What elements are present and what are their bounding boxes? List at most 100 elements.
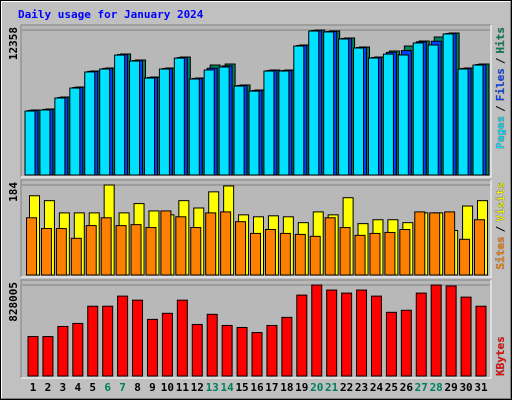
- bar: [323, 31, 335, 176]
- bar: [472, 64, 484, 176]
- bar: [145, 227, 157, 276]
- bar: [100, 217, 112, 276]
- bar: [263, 70, 275, 176]
- bar: [235, 221, 247, 276]
- bar: [278, 70, 290, 176]
- legend-entry: Visits: [494, 182, 507, 222]
- bar: [415, 292, 427, 377]
- chart-title: Daily usage for January 2024: [18, 8, 204, 21]
- bar: [279, 232, 291, 276]
- x-tick-label: 28: [430, 381, 443, 394]
- bar: [115, 225, 127, 276]
- bar: [205, 212, 217, 276]
- bar: [129, 60, 141, 176]
- y-tick-label: 828005: [7, 282, 20, 322]
- bar: [24, 110, 36, 176]
- x-tick-label: 17: [265, 381, 278, 394]
- x-tick-label: 15: [235, 381, 248, 394]
- legend-entry: Sites: [494, 236, 507, 269]
- panel-bevel: [20, 179, 491, 277]
- bar: [311, 284, 323, 377]
- x-tick-label: 24: [370, 381, 384, 394]
- bar: [55, 228, 67, 276]
- bar: [369, 232, 381, 276]
- x-tick-label: 13: [206, 381, 219, 394]
- y-tick-label: 184: [7, 182, 20, 202]
- bar: [85, 225, 97, 276]
- bar: [308, 30, 320, 176]
- bar: [250, 232, 261, 276]
- bar: [248, 90, 260, 176]
- bar: [338, 38, 350, 176]
- legend-separator: /: [494, 57, 507, 64]
- bar: [412, 42, 424, 176]
- bar: [191, 323, 203, 377]
- x-tick-label: 5: [89, 381, 96, 394]
- bar: [130, 224, 142, 276]
- x-tick-label: 1: [30, 381, 37, 394]
- bar: [429, 212, 441, 276]
- legend-entry: Pages: [494, 116, 507, 149]
- bar: [427, 44, 439, 176]
- bar: [27, 336, 39, 377]
- x-tick-label: 30: [459, 381, 472, 394]
- x-tick-label: 8: [134, 381, 141, 394]
- bar: [69, 87, 81, 176]
- bar: [26, 217, 37, 276]
- bar: [218, 66, 230, 176]
- bar: [221, 324, 233, 377]
- bar: [42, 336, 54, 377]
- bar: [102, 305, 114, 377]
- bar: [457, 68, 469, 176]
- bar: [354, 234, 366, 276]
- panel-bevel: [21, 25, 492, 178]
- bar: [339, 227, 351, 276]
- x-tick-label: 22: [340, 381, 353, 394]
- legend-entry: KBytes: [494, 336, 507, 376]
- bar: [54, 97, 66, 176]
- x-tick-label: 19: [295, 381, 308, 394]
- x-tick-label: 25: [385, 381, 398, 394]
- legend: Sites / Visits: [494, 182, 507, 270]
- bar: [382, 53, 394, 176]
- panel-bevel: [20, 279, 491, 378]
- legend-separator: /: [494, 105, 507, 112]
- bar: [251, 332, 263, 377]
- bar: [370, 295, 382, 377]
- legend-entry: Hits: [494, 27, 507, 54]
- bar: [132, 299, 144, 377]
- bar: [160, 210, 172, 276]
- legend: Pages / Files / Hits: [494, 27, 507, 149]
- bar: [326, 289, 338, 377]
- bar: [367, 57, 379, 176]
- bar: [190, 227, 202, 276]
- bar: [385, 311, 397, 377]
- bar: [203, 69, 215, 176]
- bar: [400, 309, 412, 377]
- bar: [236, 326, 248, 377]
- bar: [353, 47, 365, 176]
- bar: [175, 216, 187, 276]
- bar: [430, 284, 442, 377]
- x-tick-label: 14: [221, 381, 235, 394]
- bar: [384, 231, 396, 276]
- x-tick-label: 20: [310, 381, 323, 394]
- bar: [356, 289, 368, 377]
- bar: [158, 68, 170, 176]
- bar: [117, 295, 129, 377]
- bar: [414, 211, 426, 276]
- legend: KBytes: [494, 336, 507, 376]
- x-tick-label: 4: [74, 381, 81, 394]
- bar: [40, 228, 52, 276]
- bar: [266, 324, 278, 377]
- bar: [143, 77, 155, 176]
- bar: [84, 71, 96, 176]
- panel-bevel: [20, 24, 491, 177]
- bar: [176, 299, 188, 377]
- x-tick-label: 31: [474, 381, 488, 394]
- bar: [39, 109, 51, 176]
- bar: [114, 54, 126, 176]
- bar: [399, 229, 411, 276]
